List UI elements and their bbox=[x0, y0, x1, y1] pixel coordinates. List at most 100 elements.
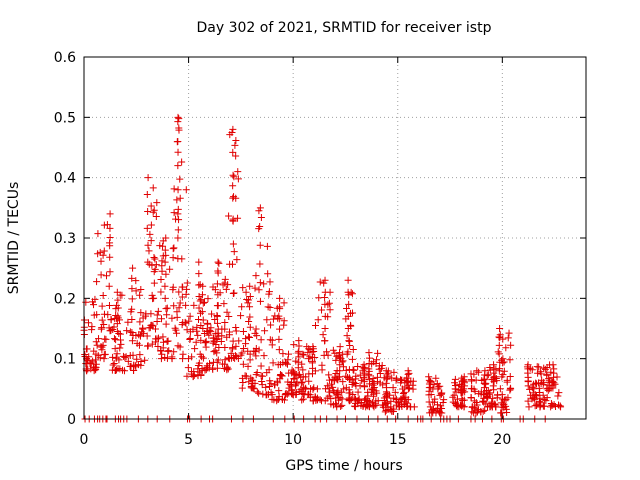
data-point bbox=[92, 360, 100, 368]
data-point bbox=[174, 342, 182, 350]
data-point bbox=[205, 331, 213, 339]
data-point bbox=[123, 327, 131, 335]
data-point bbox=[321, 325, 329, 332]
data-point bbox=[295, 371, 303, 379]
data-point bbox=[229, 217, 237, 225]
data-point bbox=[326, 388, 334, 396]
data-point bbox=[229, 182, 237, 190]
data-point bbox=[400, 388, 408, 396]
data-point bbox=[486, 364, 494, 372]
data-point bbox=[135, 331, 143, 339]
data-point bbox=[485, 390, 493, 398]
data-point bbox=[357, 399, 365, 407]
data-point bbox=[157, 355, 165, 363]
data-point bbox=[162, 270, 170, 278]
data-point bbox=[540, 395, 548, 403]
data-point bbox=[389, 384, 397, 392]
data-point bbox=[263, 242, 271, 250]
data-point bbox=[96, 354, 104, 362]
data-point bbox=[489, 394, 497, 402]
data-point bbox=[325, 371, 333, 379]
data-point bbox=[280, 317, 288, 325]
data-point bbox=[267, 380, 275, 388]
data-point bbox=[545, 375, 553, 383]
data-point bbox=[297, 379, 305, 387]
data-point bbox=[495, 341, 503, 349]
data-point bbox=[276, 325, 284, 333]
data-point bbox=[133, 355, 141, 363]
data-point bbox=[221, 279, 229, 287]
data-point bbox=[288, 366, 296, 374]
data-point bbox=[348, 290, 356, 298]
data-point bbox=[343, 305, 351, 313]
data-point bbox=[543, 394, 551, 402]
data-point bbox=[467, 394, 475, 402]
data-point bbox=[195, 258, 203, 266]
data-point bbox=[481, 406, 489, 414]
data-point bbox=[159, 252, 167, 260]
data-point bbox=[170, 302, 178, 310]
data-point bbox=[214, 325, 222, 333]
data-point bbox=[369, 375, 377, 383]
data-point bbox=[318, 306, 326, 314]
data-point bbox=[252, 371, 260, 379]
data-point bbox=[158, 257, 166, 265]
data-point bbox=[269, 315, 277, 323]
data-point bbox=[344, 288, 352, 296]
data-point bbox=[114, 312, 122, 320]
data-point bbox=[366, 376, 374, 384]
data-point bbox=[354, 388, 362, 396]
data-point bbox=[315, 294, 323, 302]
data-point bbox=[275, 315, 283, 323]
data-point bbox=[255, 286, 263, 294]
data-point bbox=[298, 378, 306, 386]
data-point bbox=[397, 379, 405, 387]
data-point bbox=[325, 385, 333, 393]
data-point bbox=[321, 312, 329, 320]
data-point bbox=[168, 353, 176, 361]
data-point bbox=[373, 373, 381, 381]
data-point bbox=[258, 378, 266, 386]
data-point bbox=[267, 388, 275, 396]
data-point bbox=[543, 370, 551, 378]
data-point bbox=[404, 402, 412, 410]
data-point bbox=[157, 347, 165, 355]
data-point bbox=[242, 288, 250, 296]
data-point bbox=[275, 346, 283, 354]
data-point bbox=[229, 171, 237, 179]
data-point bbox=[195, 270, 203, 278]
data-point bbox=[143, 191, 151, 199]
data-point bbox=[245, 333, 253, 341]
data-point bbox=[113, 288, 121, 296]
data-point bbox=[204, 319, 212, 327]
data-point bbox=[316, 396, 324, 404]
data-point bbox=[246, 282, 254, 290]
data-point bbox=[106, 224, 114, 232]
data-point bbox=[225, 355, 233, 363]
data-point bbox=[316, 278, 324, 286]
data-point bbox=[146, 324, 154, 332]
data-point bbox=[221, 319, 229, 327]
data-point bbox=[499, 359, 507, 367]
data-point bbox=[321, 293, 329, 301]
data-point bbox=[499, 335, 507, 343]
data-point bbox=[195, 304, 203, 312]
data-point bbox=[201, 330, 209, 338]
data-point bbox=[221, 275, 229, 283]
data-point bbox=[336, 343, 344, 351]
data-point bbox=[544, 384, 552, 392]
data-point bbox=[110, 360, 118, 368]
data-point bbox=[213, 335, 221, 343]
data-point bbox=[305, 377, 313, 385]
data-point bbox=[163, 337, 171, 345]
data-point bbox=[329, 383, 337, 391]
data-point bbox=[152, 335, 160, 343]
data-point bbox=[505, 329, 513, 337]
data-point bbox=[525, 403, 533, 411]
data-point bbox=[225, 312, 233, 320]
data-point bbox=[154, 334, 162, 342]
data-point bbox=[497, 409, 505, 417]
data-point bbox=[269, 359, 277, 367]
data-point bbox=[199, 325, 207, 332]
data-point bbox=[475, 406, 483, 414]
